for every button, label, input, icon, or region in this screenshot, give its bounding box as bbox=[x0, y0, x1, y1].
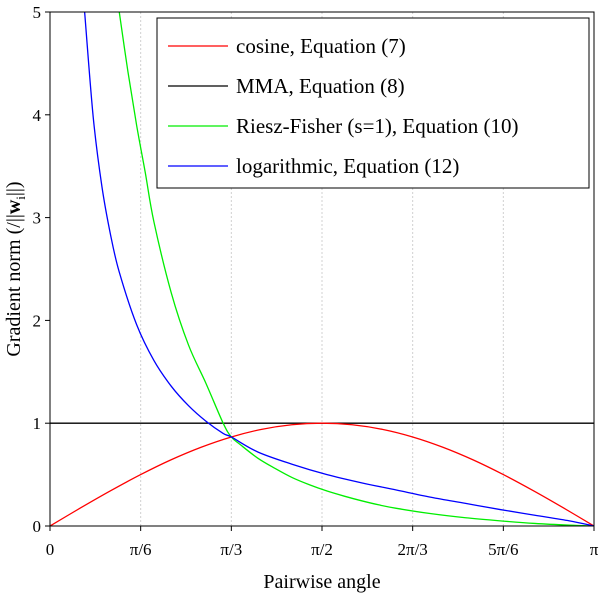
x-tick-label: π/2 bbox=[311, 540, 333, 559]
series-line-0 bbox=[50, 422, 594, 526]
y-axis-title: Gradient norm (/||wi||) bbox=[3, 181, 28, 356]
legend-label: Riesz-Fisher (s=1), Equation (10) bbox=[236, 114, 518, 138]
legend-label: MMA, Equation (8) bbox=[236, 74, 405, 98]
series-line-2 bbox=[118, 12, 594, 526]
x-tick-label: π/3 bbox=[220, 540, 242, 559]
x-tick-label: 5π/6 bbox=[488, 540, 518, 559]
x-tick-label: π bbox=[590, 540, 599, 559]
y-axis-title-subscript: i bbox=[13, 196, 28, 200]
legend-box bbox=[156, 17, 590, 189]
y-tick-label: 5 bbox=[33, 3, 42, 22]
y-tick-label: 0 bbox=[33, 517, 42, 536]
legend-label: cosine, Equation (7) bbox=[236, 34, 406, 58]
x-tick-label: π/6 bbox=[130, 540, 152, 559]
y-axis-title-vector: w bbox=[3, 199, 25, 214]
series-layer bbox=[50, 12, 594, 526]
legend: cosine, Equation (7) MMA, Equation (8) Rie… bbox=[156, 17, 590, 189]
series-line-3 bbox=[83, 12, 594, 526]
y-axis-title-prefix: Gradient norm (/|| bbox=[3, 214, 25, 356]
y-tick-label: 2 bbox=[33, 311, 42, 330]
y-tick-label: 4 bbox=[33, 106, 42, 125]
legend-label: logarithmic, Equation (12) bbox=[236, 154, 459, 178]
x-tick-label: 2π/3 bbox=[398, 540, 428, 559]
y-tick-label: 1 bbox=[33, 414, 42, 433]
y-axis-title-suffix: ||) bbox=[3, 181, 25, 196]
x-axis-title: Pairwise angle bbox=[263, 571, 380, 593]
tick-layer: 0 π/6 π/3 π/2 2π/3 5π/6 π 0 1 2 3 4 5 bbox=[33, 3, 599, 559]
y-tick-label: 3 bbox=[33, 209, 42, 228]
x-tick-label: 0 bbox=[46, 540, 55, 559]
